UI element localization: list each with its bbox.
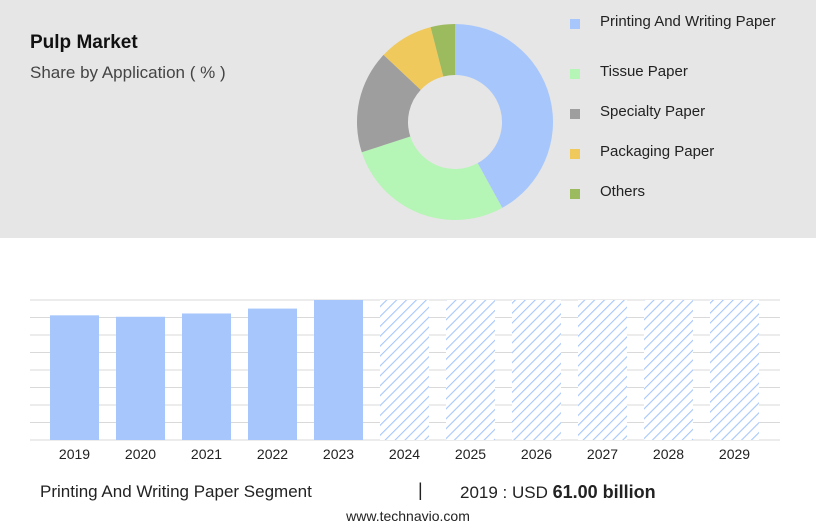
page-subtitle: Share by Application ( % ) bbox=[30, 63, 226, 82]
donut-chart bbox=[357, 24, 553, 220]
footer-segment: Printing And Writing Paper Segment bbox=[40, 482, 312, 501]
legend-label: Packaging Paper bbox=[600, 143, 715, 160]
page-title: Pulp Market bbox=[30, 32, 138, 53]
x-tick-label: 2029 bbox=[719, 446, 750, 462]
x-tick-label: 2020 bbox=[125, 446, 156, 462]
donut-slice-4 bbox=[430, 24, 455, 77]
x-tick-label: 2028 bbox=[653, 446, 684, 462]
footer-value-bold: 61.00 billion bbox=[552, 482, 656, 502]
bar-2020 bbox=[116, 316, 165, 440]
legend-swatch bbox=[570, 109, 580, 119]
legend-swatch bbox=[570, 19, 580, 29]
x-tick-label: 2022 bbox=[257, 446, 288, 462]
x-tick-label: 2026 bbox=[521, 446, 552, 462]
x-tick-label: 2021 bbox=[191, 446, 222, 462]
bar-2022 bbox=[248, 308, 297, 440]
donut-slice-0 bbox=[455, 24, 553, 208]
x-tick-label: 2024 bbox=[389, 446, 420, 462]
x-tick-label: 2019 bbox=[59, 446, 90, 462]
legend-label: Tissue Paper bbox=[600, 63, 688, 80]
legend-swatch bbox=[570, 149, 580, 159]
x-tick-label: 2023 bbox=[323, 446, 354, 462]
footer-separator: | bbox=[418, 480, 423, 500]
bar-2023 bbox=[314, 300, 363, 440]
legend-label: Printing And Writing Paper bbox=[600, 13, 776, 30]
footer-value: 2019 : USD 61.00 billion bbox=[460, 482, 656, 503]
legend-label: Specialty Paper bbox=[600, 103, 706, 120]
legend-swatch bbox=[570, 189, 580, 199]
donut-slice-2 bbox=[357, 54, 421, 153]
site-url[interactable]: www.technavio.com bbox=[346, 508, 470, 524]
x-tick-label: 2025 bbox=[455, 446, 486, 462]
bar-chart: 2019 2020 2021 2022 2023 2024 2025 2026 2027 2028… bbox=[30, 299, 780, 462]
donut-slice-3 bbox=[383, 27, 444, 90]
bar-2029 bbox=[710, 300, 759, 440]
bar-2021 bbox=[182, 313, 231, 440]
bar-2026 bbox=[512, 300, 561, 440]
x-tick-label: 2027 bbox=[587, 446, 618, 462]
footer-value-prefix: 2019 : USD bbox=[460, 483, 548, 502]
bar-2019 bbox=[50, 315, 99, 440]
legend-swatch bbox=[570, 69, 580, 79]
legend-label: Others bbox=[600, 183, 646, 200]
bar-2025 bbox=[446, 300, 495, 440]
bar-2028 bbox=[644, 300, 693, 440]
bar-2027 bbox=[578, 300, 627, 440]
bar-2024 bbox=[380, 300, 429, 440]
donut-slice-1 bbox=[361, 136, 503, 220]
